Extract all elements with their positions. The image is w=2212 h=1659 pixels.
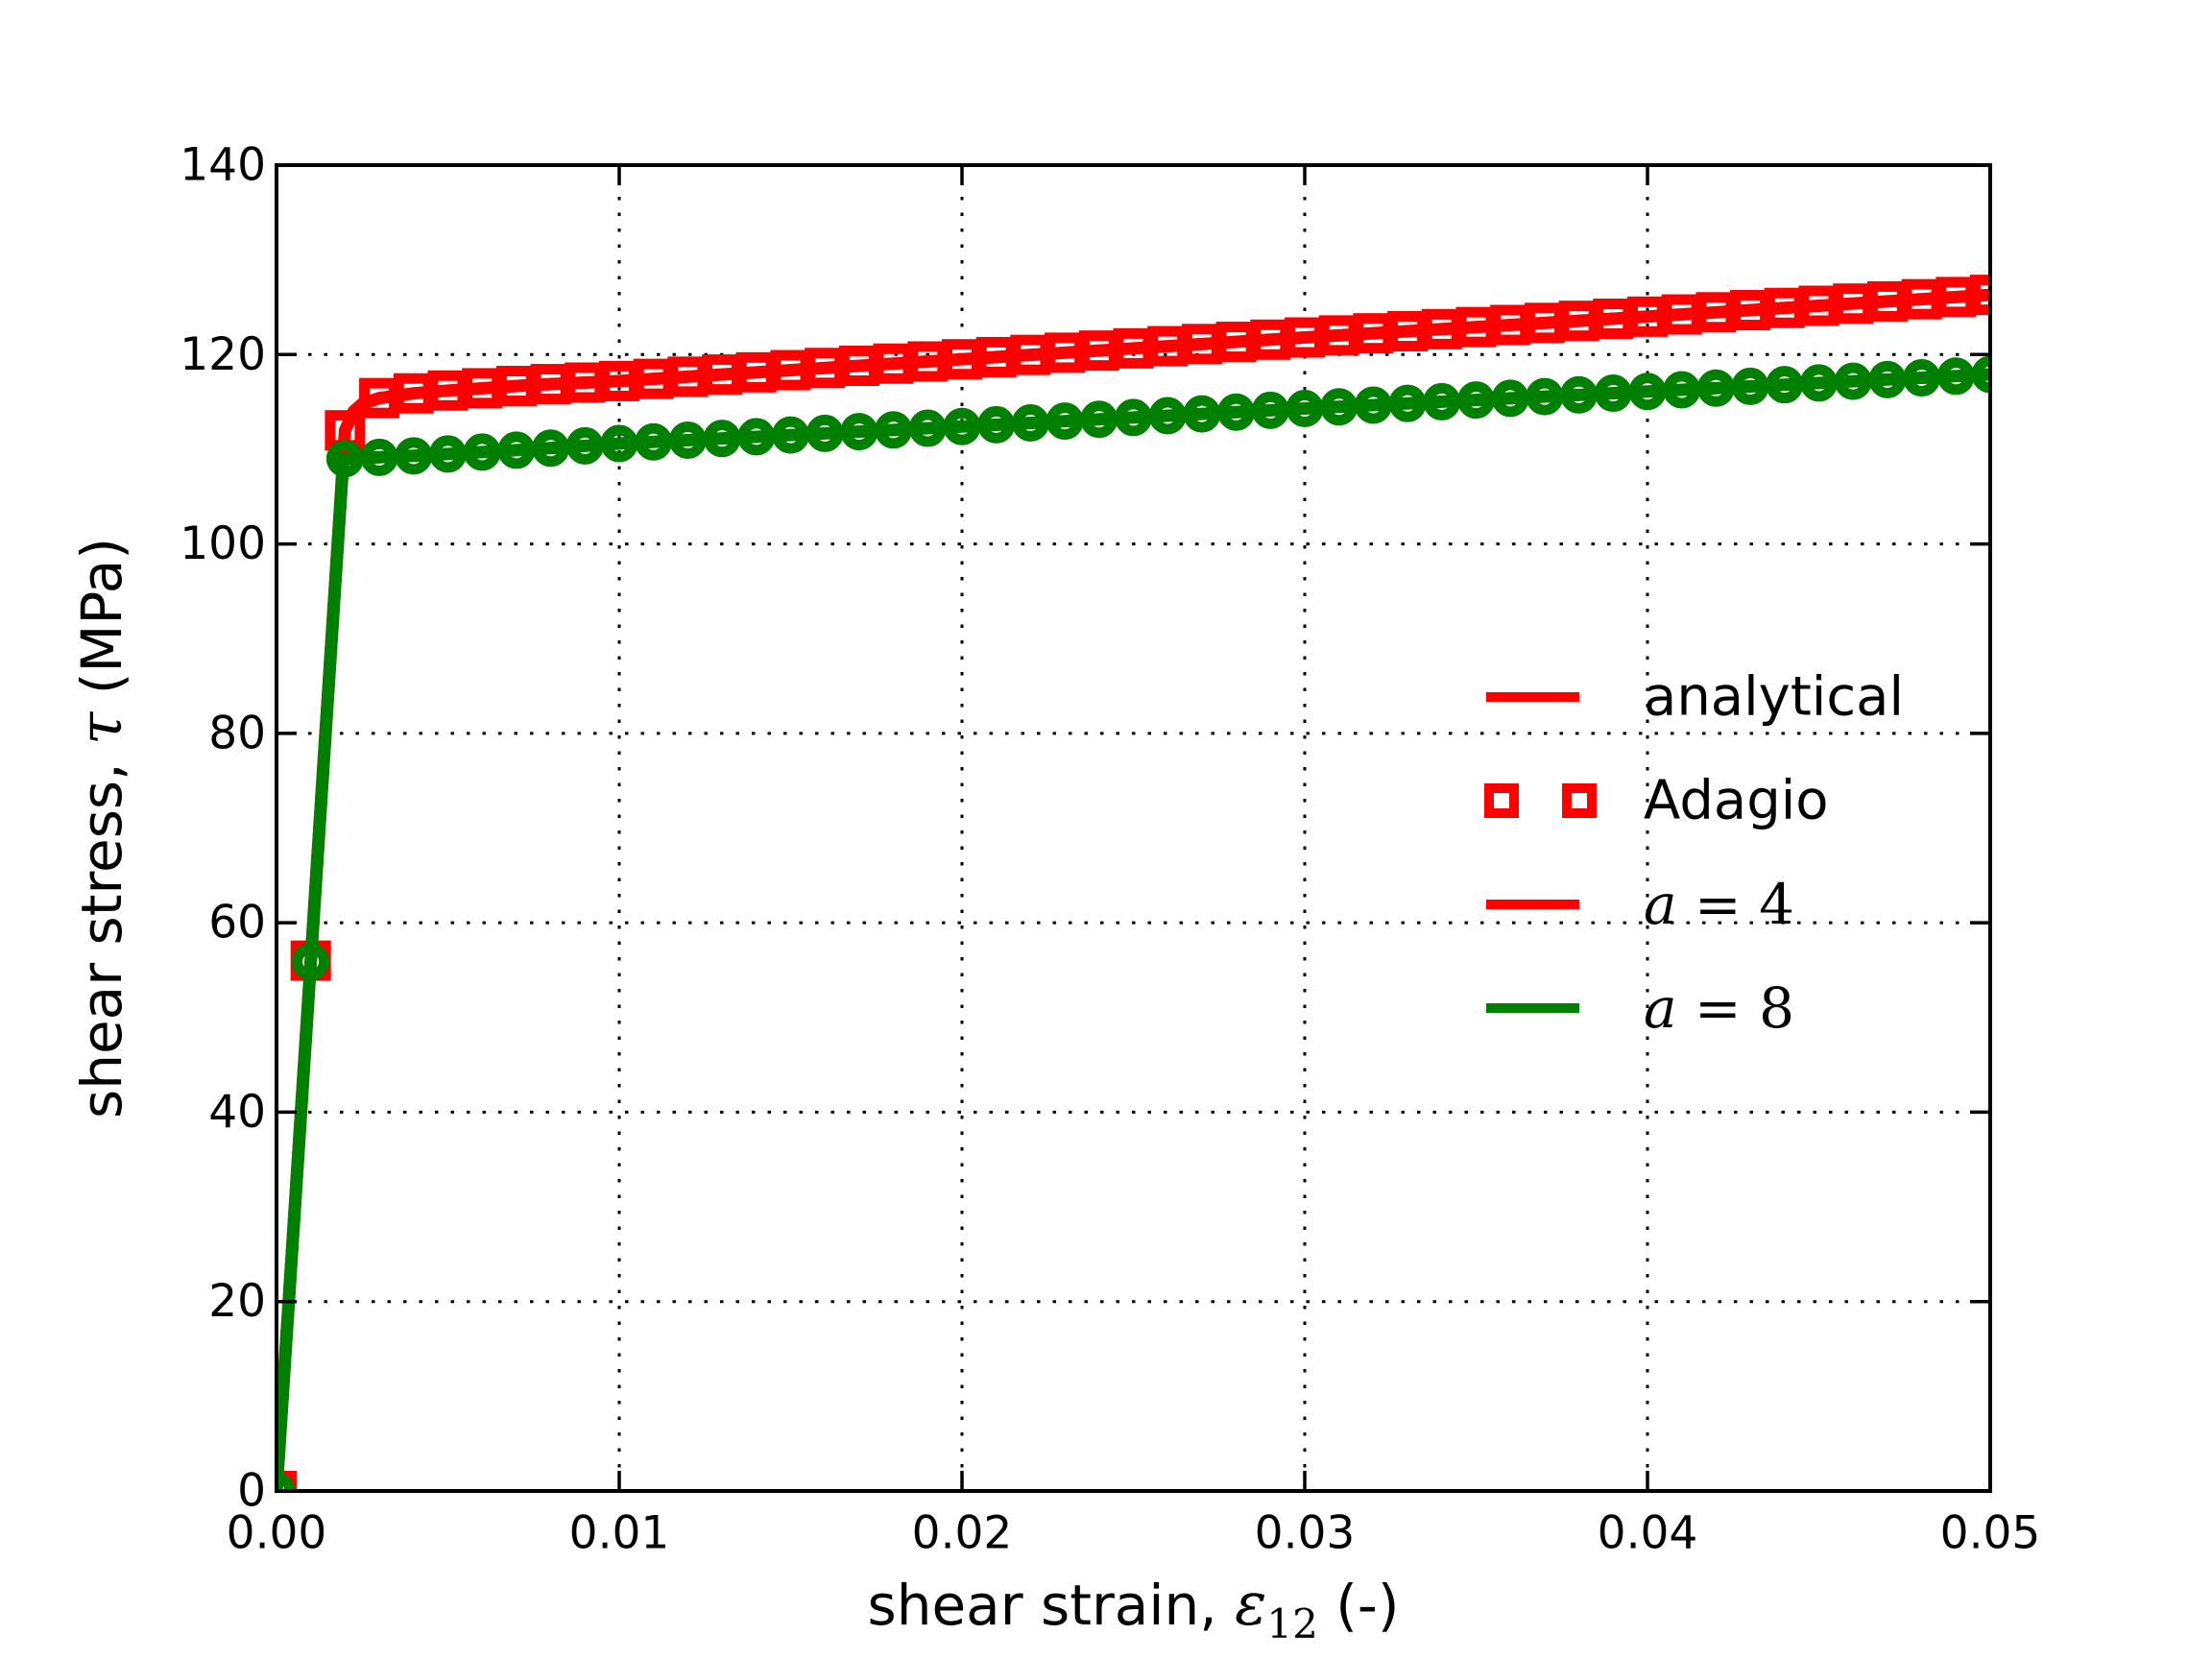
legend-label: a = 8 <box>1644 975 1794 1041</box>
legend-entry-analytical: analytical <box>1486 666 1904 729</box>
x-tick-labels: 0.00 0.01 0.02 0.03 0.04 0.05 <box>227 1506 2041 1559</box>
circle-marker <box>1936 357 1975 396</box>
circle-marker <box>1731 367 1769 405</box>
circle-marker <box>635 422 673 461</box>
series-a8 <box>276 355 1990 1491</box>
y-tick-label: 120 <box>180 328 266 381</box>
plot-area <box>276 275 1990 1491</box>
circle-marker <box>1800 364 1838 402</box>
series-a4 <box>276 275 1990 1491</box>
legend-square-marker <box>1562 783 1597 818</box>
circle-marker <box>1971 355 1990 394</box>
circle-marker <box>463 433 501 471</box>
y-tick-label: 20 <box>208 1275 266 1328</box>
circle-marker <box>1115 398 1152 437</box>
circle-marker <box>1183 395 1221 433</box>
circle-marker <box>703 420 741 458</box>
circle-marker <box>1320 388 1358 426</box>
circle-marker <box>1834 362 1872 400</box>
axis-ticks <box>275 163 1992 1493</box>
circle-marker <box>1423 382 1461 421</box>
circle-marker <box>772 416 809 454</box>
circle-marker <box>1766 366 1804 404</box>
legend-label: Adagio <box>1644 770 1829 832</box>
series-markers <box>276 275 1990 1491</box>
x-tick-label: 0.00 <box>227 1506 327 1559</box>
legend-entry-a-8: a = 8 <box>1486 975 1794 1041</box>
x-tick-label: 0.02 <box>912 1506 1013 1559</box>
circle-marker <box>1080 400 1118 439</box>
circle-marker <box>325 440 364 478</box>
legend-square-marker <box>1484 783 1519 818</box>
circle-marker <box>1560 375 1599 414</box>
circle-marker <box>395 437 433 475</box>
y-tick-labels: 0 20 40 60 80 100 120 140 <box>180 139 266 1518</box>
circle-marker <box>1868 360 1907 398</box>
circle-marker <box>360 438 398 476</box>
circle-marker <box>1903 359 1941 397</box>
circle-marker <box>943 407 981 445</box>
circle-marker <box>1594 374 1632 413</box>
circle-marker <box>1354 386 1392 424</box>
y-tick-label: 40 <box>208 1086 266 1139</box>
circle-marker <box>1217 393 1256 431</box>
circle-marker <box>600 424 638 463</box>
circle-marker <box>565 426 604 465</box>
legend-label: a = 4 <box>1644 872 1794 937</box>
circle-marker <box>737 418 776 456</box>
axes-spines <box>275 163 1992 1493</box>
legend-entry-adagio: Adagio <box>1484 770 1829 832</box>
circle-marker <box>1457 381 1495 420</box>
x-tick-label: 0.03 <box>1255 1506 1356 1559</box>
circle-marker <box>1526 377 1564 416</box>
x-tick-label: 0.01 <box>569 1506 670 1559</box>
circle-marker <box>805 414 844 452</box>
circle-marker <box>875 411 913 449</box>
circle-marker <box>532 429 570 468</box>
square-marker <box>1970 275 1990 316</box>
circle-marker <box>1148 397 1187 435</box>
circle-marker <box>908 409 947 447</box>
legend: analytical Adagio a = 4 a = 8 <box>1484 666 1904 1041</box>
y-tick-label: 0 <box>237 1465 266 1518</box>
circle-marker <box>1696 369 1735 407</box>
circle-marker <box>977 405 1016 444</box>
y-tick-label: 80 <box>208 707 266 759</box>
circle-marker <box>1251 391 1289 429</box>
circle-marker <box>497 431 536 469</box>
y-tick-label: 140 <box>180 139 266 192</box>
legend-label: analytical <box>1644 666 1904 729</box>
x-axis-label: shear strain, ε12 (-) <box>868 1569 1400 1647</box>
circle-marker <box>292 943 330 981</box>
legend-entry-a-4: a = 4 <box>1486 872 1794 937</box>
y-tick-label: 60 <box>208 897 266 950</box>
y-tick-label: 100 <box>180 517 266 570</box>
circle-marker <box>1663 371 1701 409</box>
circle-marker <box>429 435 467 473</box>
y-axis-label: shear stress, τ (MPa) <box>65 538 135 1118</box>
circle-marker <box>1388 384 1427 422</box>
circle-marker <box>668 421 707 459</box>
circle-marker <box>1046 402 1084 441</box>
circle-marker <box>1011 404 1049 443</box>
circle-marker <box>1286 390 1324 428</box>
x-tick-label: 0.05 <box>1940 1506 2041 1559</box>
circle-marker <box>1491 379 1529 418</box>
circle-marker <box>1628 373 1667 411</box>
series-markers <box>276 355 1990 1491</box>
x-tick-label: 0.04 <box>1598 1506 1698 1559</box>
circle-marker <box>840 413 878 451</box>
